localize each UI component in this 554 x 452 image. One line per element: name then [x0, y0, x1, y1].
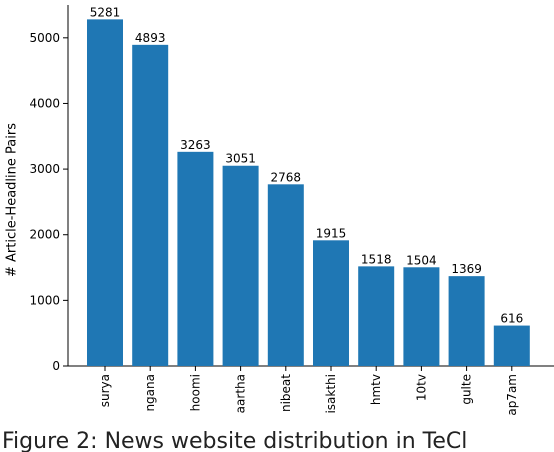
- y-tick-label: 3000: [29, 162, 60, 176]
- x-tick-label: hmtv: [369, 374, 383, 405]
- x-tick-label: gulte: [460, 374, 474, 405]
- y-axis-label: # Article-Headline Pairs: [5, 123, 20, 277]
- x-tick-label: ap7am: [505, 374, 519, 416]
- bar: [403, 267, 440, 366]
- value-label: 1518: [361, 252, 392, 266]
- bar: [222, 165, 259, 366]
- x-tick-label: surya: [98, 374, 112, 407]
- bar: [177, 151, 214, 366]
- x-tick-label: nibeat: [279, 374, 293, 412]
- y-tick-label: 4000: [29, 96, 60, 110]
- bar: [448, 276, 485, 366]
- value-label: 3051: [225, 152, 256, 166]
- value-label: 5281: [90, 5, 121, 19]
- caption: Figure 2: News website distribution in T…: [2, 429, 467, 452]
- value-label: 2768: [271, 170, 302, 184]
- value-label: 4893: [135, 31, 166, 45]
- bar: [87, 19, 123, 367]
- x-tick-label: isakthi: [324, 374, 338, 414]
- value-label: 1504: [406, 253, 437, 267]
- y-tick-label: 5000: [29, 31, 60, 45]
- bar: [313, 240, 349, 366]
- y-tick-label: 0: [52, 359, 60, 373]
- y-tick-label: 1000: [29, 293, 60, 307]
- value-label: 1369: [451, 262, 482, 276]
- x-tick-label: ngana: [143, 374, 157, 412]
- x-tick-label: hoomi: [188, 374, 202, 411]
- y-tick-label: 2000: [29, 228, 60, 242]
- value-label: 3263: [180, 138, 211, 152]
- bar: [493, 325, 530, 366]
- value-label: 1915: [316, 226, 347, 240]
- x-tick-label: aartha: [234, 374, 248, 413]
- bar: [358, 266, 395, 366]
- bar: [267, 184, 304, 366]
- bar: [132, 44, 169, 366]
- x-tick-label: 10tv: [414, 374, 428, 401]
- value-label: 616: [500, 312, 523, 326]
